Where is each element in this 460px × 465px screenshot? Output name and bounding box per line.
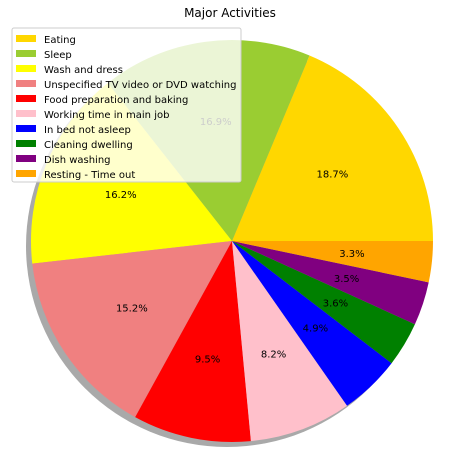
legend-swatch-3	[16, 80, 36, 87]
legend-label-6: In bed not asleep	[44, 125, 131, 136]
pie-slice-5	[232, 241, 348, 442]
legend-swatch-7	[16, 140, 36, 147]
pie-pct-label-3: 15.2%	[116, 304, 148, 315]
pie-pct-label-4: 9.5%	[195, 355, 220, 366]
legend-label-5: Working time in main job	[44, 110, 169, 121]
legend-swatch-0	[16, 35, 36, 42]
legend-swatch-2	[16, 65, 36, 72]
legend-swatch-1	[16, 50, 36, 57]
legend-swatch-9	[16, 170, 36, 177]
legend-label-8: Dish washing	[44, 155, 111, 166]
legend-label-4: Food preparation and baking	[44, 95, 188, 106]
legend-swatch-6	[16, 125, 36, 132]
legend-swatch-8	[16, 155, 36, 162]
pie-pct-label-9: 3.3%	[339, 249, 364, 260]
legend-label-3: Unspecified TV video or DVD watching	[44, 80, 236, 91]
pie-slice-6	[232, 241, 392, 406]
legend-swatch-5	[16, 110, 36, 117]
pie-slice-8	[232, 241, 429, 325]
legend-label-0: Eating	[44, 35, 76, 46]
pie-slices	[31, 40, 433, 442]
legend-swatch-4	[16, 95, 36, 102]
chart-title: Major Activities	[184, 6, 276, 20]
pie-pct-label-8: 3.5%	[334, 274, 359, 285]
pie-pct-label-6: 4.9%	[303, 324, 328, 335]
pie-pct-label-2: 16.2%	[105, 190, 137, 201]
pie-pct-label-7: 3.6%	[323, 299, 348, 310]
legend-label-2: Wash and dress	[44, 65, 123, 76]
pie-slice-3	[32, 241, 233, 418]
pie-slice-4	[135, 241, 251, 442]
legend-label-1: Sleep	[44, 50, 72, 61]
pie-slice-9	[232, 241, 433, 283]
legend-label-9: Resting - Time out	[44, 170, 135, 181]
pie-slice-7	[232, 241, 415, 364]
pie-pct-label-5: 8.2%	[261, 350, 286, 361]
pie-pct-label-0: 18.7%	[316, 170, 348, 181]
legend: Eating Sleep Wash and dress Unspecified TV …	[11, 27, 242, 183]
legend-label-7: Cleaning dwelling	[44, 140, 133, 151]
legend-frame	[11, 27, 242, 183]
pie-slice-0	[232, 55, 433, 241]
